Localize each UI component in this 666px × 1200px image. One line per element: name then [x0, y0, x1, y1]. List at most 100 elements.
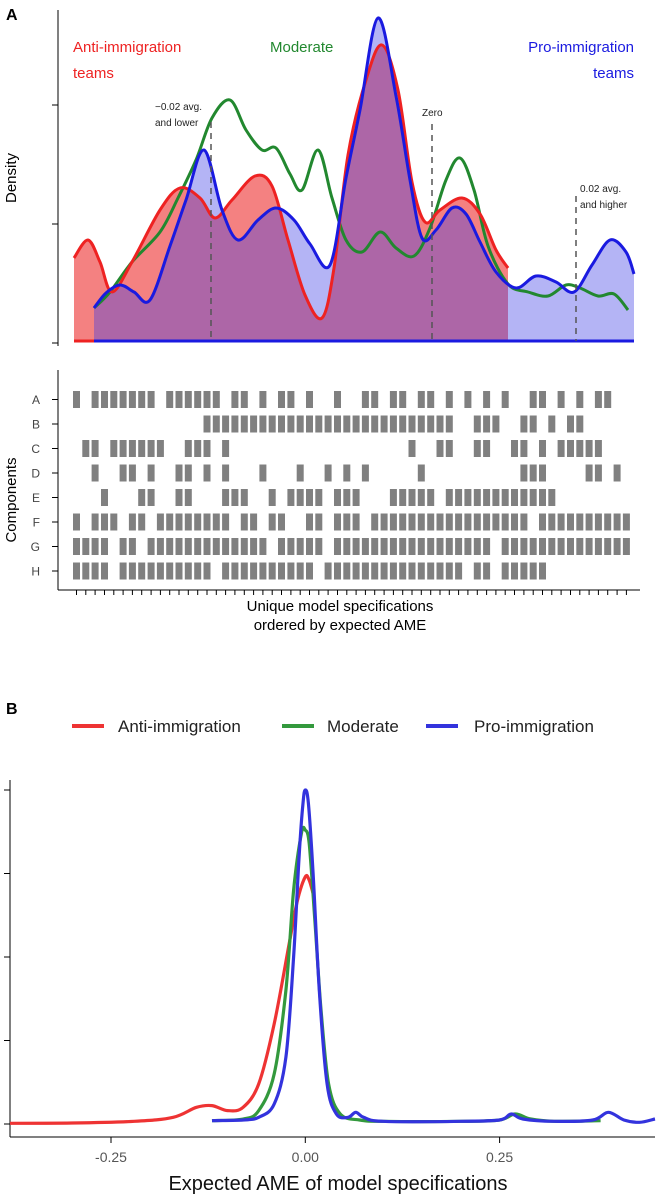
component-cell [473, 538, 481, 555]
component-cell [315, 415, 323, 433]
component-cell [399, 538, 407, 555]
component-cell [203, 415, 211, 433]
component-cell [529, 415, 537, 433]
component-cell [306, 489, 313, 506]
annotation-higher-line2: and higher [580, 200, 628, 211]
component-cell [119, 391, 127, 408]
component-cell [455, 489, 463, 506]
component-cell [296, 562, 304, 580]
component-cell [73, 391, 80, 408]
component-cell [585, 513, 593, 531]
component-cell [604, 513, 612, 531]
component-cell [128, 391, 136, 408]
component-cell [184, 538, 192, 555]
component-cell [613, 513, 621, 531]
component-cell [539, 562, 546, 580]
component-cell [492, 513, 500, 531]
component-cell [361, 538, 369, 555]
component-cell [417, 513, 425, 531]
panel-a: A Density Anti-immigration teams Moderat… [3, 7, 640, 634]
component-cell [464, 391, 472, 408]
component-cell [194, 538, 202, 555]
component-cell [82, 440, 90, 457]
component-cell [539, 513, 546, 531]
component-cell [175, 562, 183, 580]
component-cell [464, 489, 472, 506]
component-cell [296, 464, 304, 482]
component-cell [455, 513, 463, 531]
component-cell [445, 513, 453, 531]
component-cell [184, 489, 192, 506]
component-cell [156, 440, 164, 457]
annotation-lower: −0.02 avg. [155, 102, 202, 113]
label-pro-immigration: Pro-immigration [528, 39, 634, 56]
component-cell [138, 391, 146, 408]
component-cell [91, 562, 99, 580]
component-cell [138, 440, 146, 457]
component-cell [408, 489, 416, 506]
component-cell [119, 464, 127, 482]
legend: Anti-immigration Moderate Pro-immigratio… [72, 717, 594, 736]
component-cell [408, 562, 416, 580]
component-cell [343, 538, 351, 555]
component-cell [166, 391, 174, 408]
component-row-label: F [33, 516, 40, 530]
component-cell [231, 415, 239, 433]
annotation-zero: Zero [422, 108, 443, 119]
annotation-lower-line2: and lower [155, 118, 199, 129]
component-cell [492, 489, 500, 506]
spec-x-ticks [76, 590, 627, 595]
component-cell [222, 538, 230, 555]
component-cell [352, 513, 360, 531]
component-cell [259, 562, 267, 580]
component-cell [417, 464, 425, 482]
component-cell [306, 538, 313, 555]
component-cell [483, 538, 491, 555]
component-cell [128, 440, 136, 457]
b-y-ticks [4, 789, 10, 1125]
component-cell [576, 391, 584, 408]
component-cell [343, 415, 351, 433]
b-x-tick-label: 0.00 [292, 1149, 319, 1165]
component-cell [585, 538, 593, 555]
component-cell [594, 513, 602, 531]
component-cell [511, 489, 518, 506]
component-cell [557, 440, 565, 457]
component-cell [576, 440, 584, 457]
component-cell [352, 562, 360, 580]
component-cell [259, 464, 267, 482]
component-cell [175, 538, 183, 555]
component-cell [613, 538, 621, 555]
component-cell [371, 391, 379, 408]
component-cell [427, 489, 435, 506]
component-cell [250, 513, 258, 531]
component-cell [567, 415, 574, 433]
component-cell [352, 489, 360, 506]
component-cell [334, 415, 341, 433]
b-x-tick-label: 0.25 [486, 1149, 513, 1165]
annotation-higher: 0.02 avg. [580, 184, 621, 195]
component-cell [156, 513, 164, 531]
component-cell [203, 440, 211, 457]
component-cell [259, 415, 267, 433]
component-cell [511, 513, 518, 531]
component-cell [278, 513, 285, 531]
component-row-label: B [32, 418, 40, 432]
component-cell [548, 538, 556, 555]
component-cell [557, 513, 565, 531]
component-cell [557, 538, 565, 555]
component-cell [399, 562, 407, 580]
component-cell [82, 562, 90, 580]
component-cell [585, 464, 593, 482]
component-cell [119, 538, 127, 555]
component-cell [147, 562, 155, 580]
component-cell [520, 489, 528, 506]
component-cell [250, 562, 258, 580]
component-cell [101, 489, 108, 506]
component-cell [119, 440, 127, 457]
component-cell [250, 538, 258, 555]
component-cell [194, 440, 202, 457]
component-cell [101, 538, 108, 555]
component-cell [361, 562, 369, 580]
